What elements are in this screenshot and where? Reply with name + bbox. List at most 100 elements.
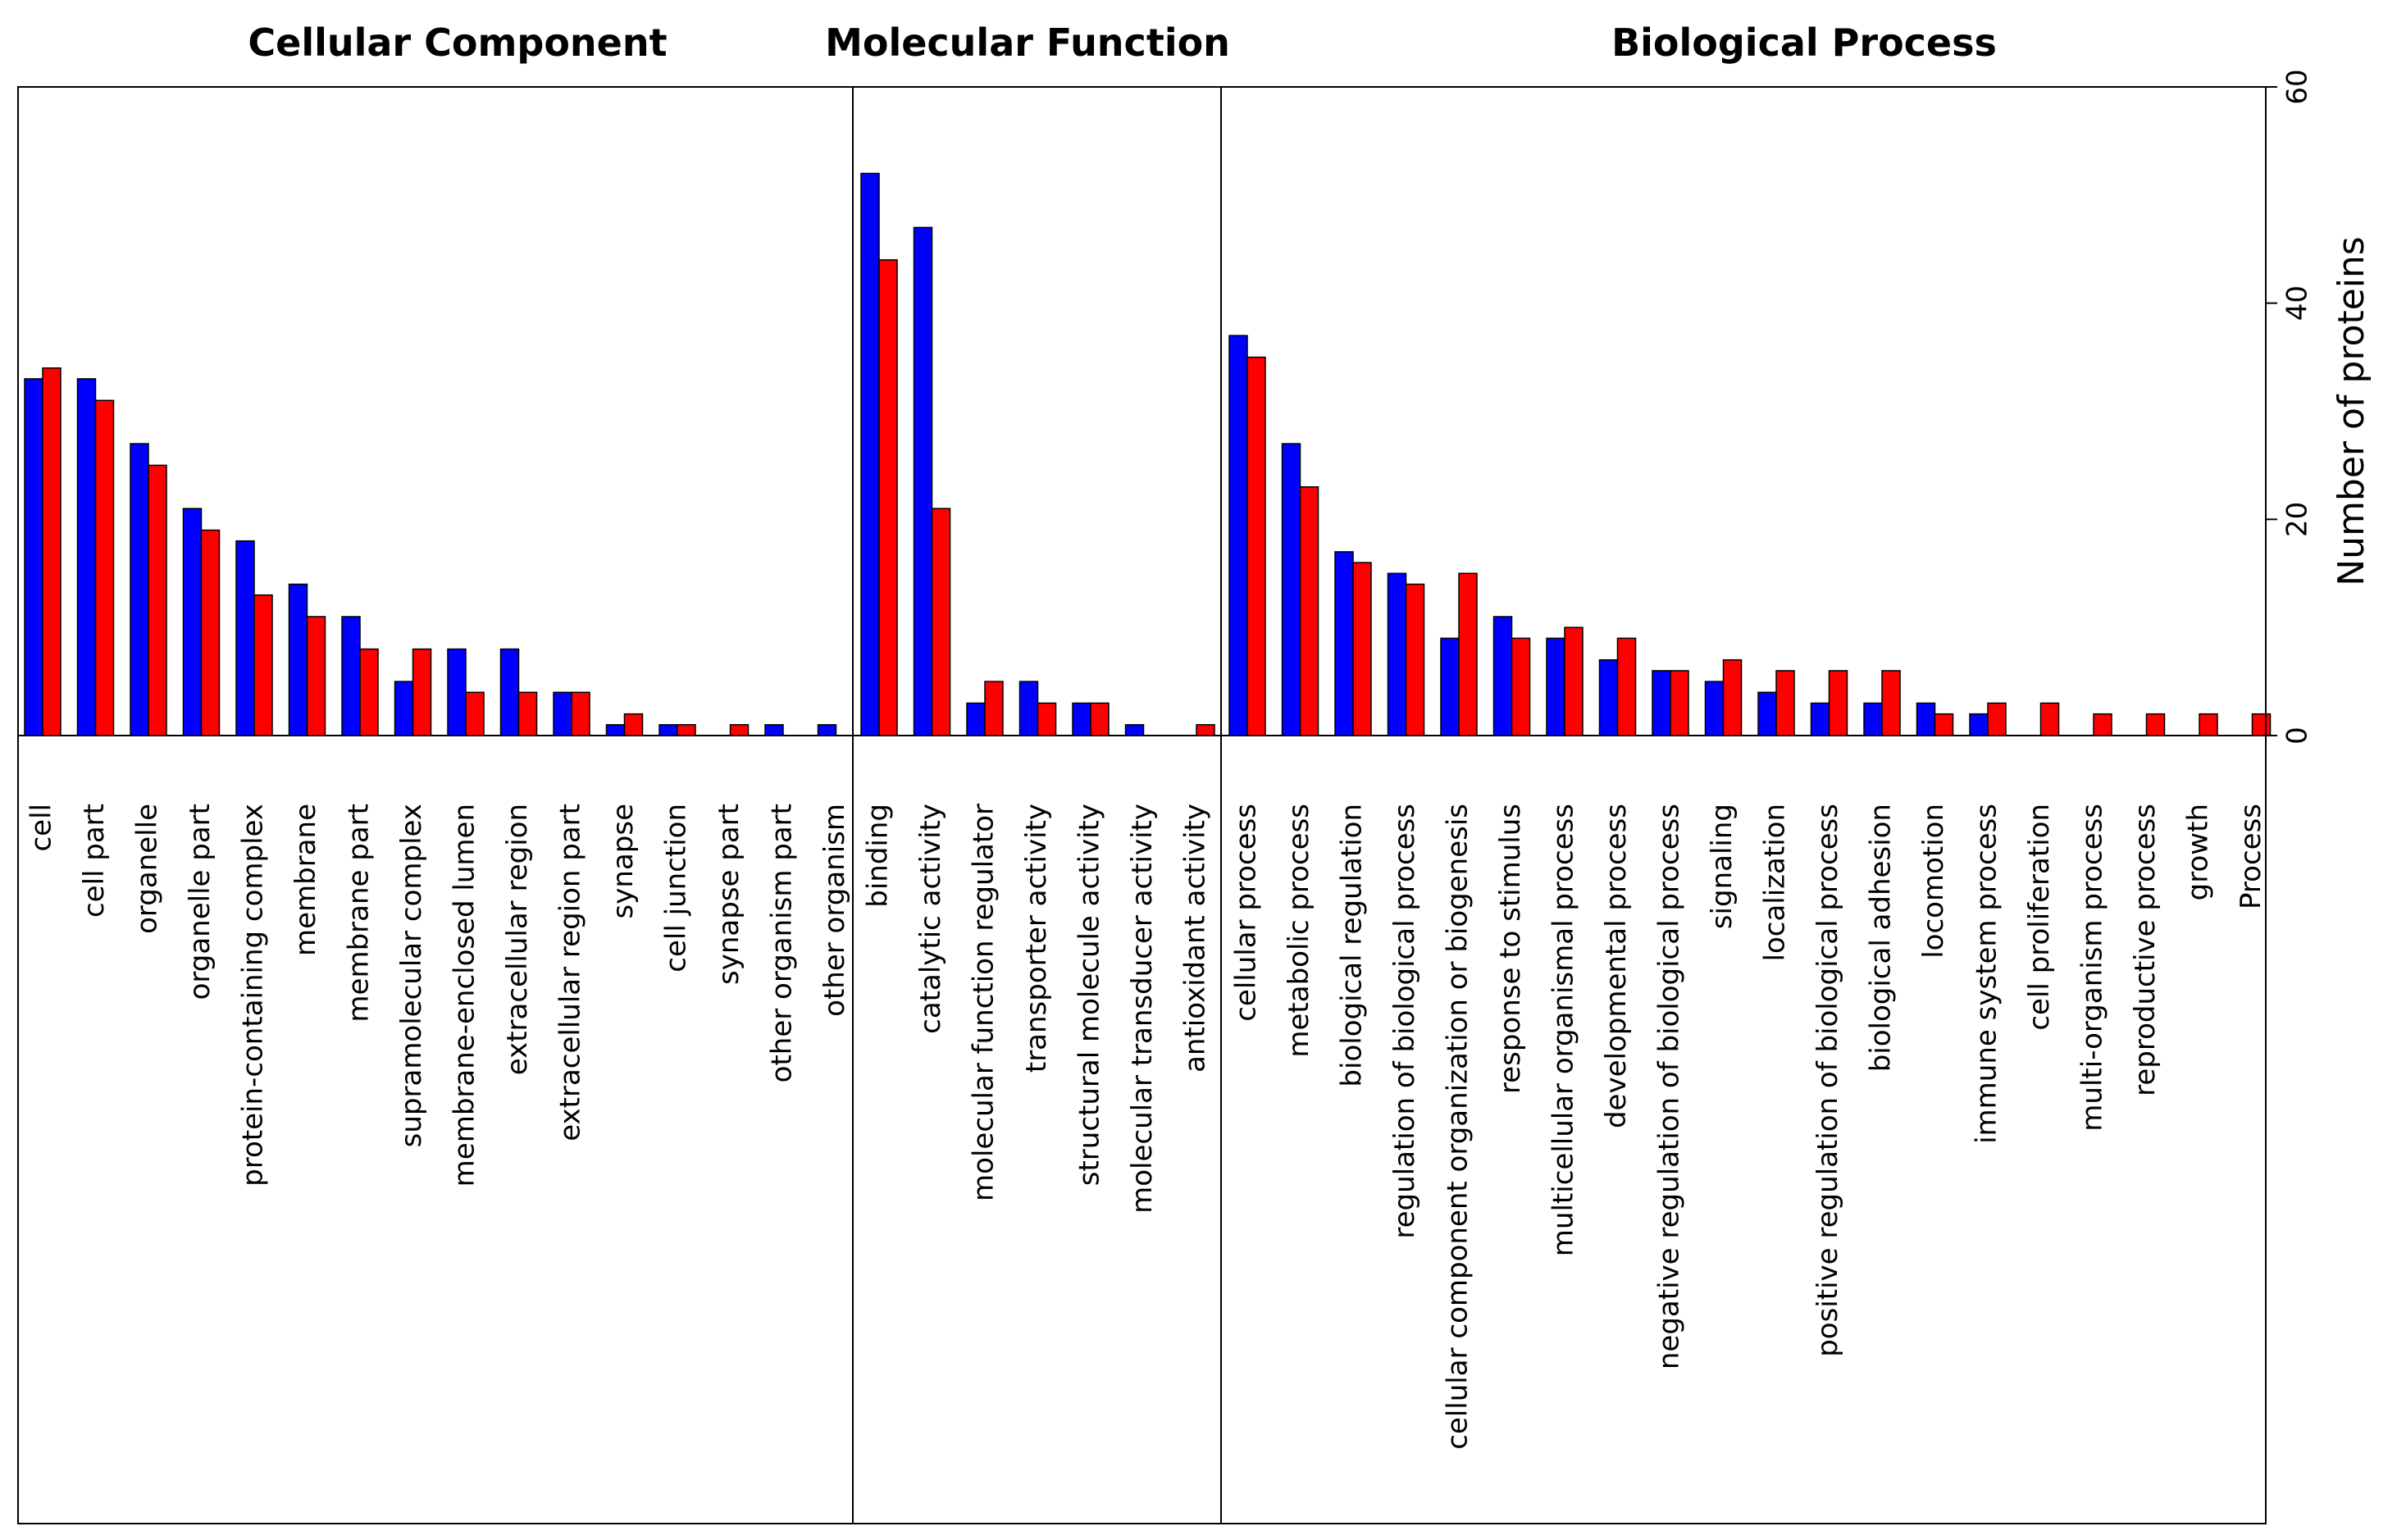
category-label: protein-containing complex [237,804,270,1187]
bar-red [1196,724,1215,736]
bar-red [677,724,696,736]
category-label: transporter activity [1020,804,1053,1073]
category-label: multicellular organismal process [1547,804,1580,1256]
category-label: reproductive process [2129,804,2162,1096]
bar-blue [288,583,308,736]
bar-red [1458,572,1478,736]
category-label: extracellular region part [554,804,587,1141]
bar-blue [1387,572,1407,736]
bar-blue [1598,658,1619,736]
category-label: growth [2182,804,2215,900]
category-label: biological regulation [1336,804,1369,1087]
y-axis: 0 20 40 60 [2265,69,2314,745]
bar-blue [658,724,678,736]
bar-red [1511,637,1531,736]
bar-red [1037,702,1057,736]
bars [24,172,2272,736]
category-label: membrane part [343,804,376,1023]
bar-blue [966,702,986,736]
bar-blue [1704,681,1725,736]
bar-blue [499,648,520,736]
bar-red [623,713,644,736]
y-axis-title: Number of proteins [2331,236,2372,585]
bar-blue [130,443,149,736]
category-label: membrane-enclosed lumen [449,804,481,1187]
bar-blue [1810,702,1830,736]
category-label: other organism [818,804,851,1017]
bar-blue [1916,702,1936,736]
plot-border [17,86,2267,1524]
bar-red [306,616,326,736]
bar-blue [1440,637,1460,736]
category-label: synapse [607,804,640,918]
bar-red [2039,702,2060,736]
bar-red [1299,486,1319,736]
category-label: developmental process [1600,804,1633,1128]
bar-red [1987,702,2007,736]
bar-blue [1652,670,1671,736]
bar-blue [1072,702,1091,736]
category-label: immune system process [1971,804,2003,1144]
bar-red [1616,637,1637,736]
bar-blue [447,648,467,736]
bar-red [412,648,432,736]
bar-blue [1492,616,1513,736]
category-label: Process [2235,804,2267,909]
category-label: membrane [289,804,322,956]
bar-red [94,399,115,736]
bar-blue [1969,713,1989,736]
bar-blue [1863,702,1883,736]
section-title: Cellular Component [248,21,667,65]
bar-red [253,594,273,736]
bar-red [1564,626,1584,736]
category-label: supramolecular complex [395,804,428,1147]
bar-blue [341,616,361,736]
bar-red [1246,356,1266,736]
category-label: other organism part [766,804,799,1082]
bar-blue [553,691,572,736]
category-label: antioxidant activity [1179,804,1212,1073]
bar-red [148,464,167,736]
y-tick-label: 0 [2281,727,2314,745]
bar-blue [1281,443,1301,736]
bar-blue [913,226,933,736]
y-tick-label: 60 [2281,69,2314,104]
category-label: metabolic process [1283,804,1315,1058]
bar-red [2145,713,2166,736]
bar-blue [182,508,203,736]
bar-red [1775,670,1795,736]
bar-red [1090,702,1110,736]
bar-blue [1757,691,1777,736]
category-label: cellular process [1230,804,1263,1022]
category-label: cellular component organization or bioge… [1442,804,1474,1450]
bar-red [878,259,898,736]
bar-blue [24,378,43,736]
category-label: localization [1759,804,1792,961]
category-label: positive regulation of biological proces… [1811,804,1844,1357]
category-label: catalytic activity [914,804,947,1034]
bar-red [2251,713,2272,736]
section-dividers [852,87,1222,1524]
bar-red [359,648,379,736]
category-label: organelle [131,804,164,934]
bar-blue [817,724,837,736]
bar-red [42,367,62,736]
category-label: biological adhesion [1865,804,1898,1072]
category-label: locomotion [1917,804,1950,959]
bar-red [1934,713,1954,736]
category-label: response to stimulus [1494,804,1527,1094]
bar-blue [76,378,97,736]
bar-red [1670,670,1689,736]
category-label: negative regulation of biological proces… [1653,804,1686,1369]
bar-blue [1228,335,1248,736]
bar-red [931,508,951,736]
category-label: molecular function regulator [968,804,1000,1201]
bar-red [2093,713,2112,736]
bar-blue [764,724,784,736]
category-label: molecular transducer activity [1126,804,1159,1214]
category-label: cell [25,804,58,852]
category-label: synapse part [713,804,745,985]
category-label: binding [862,804,895,908]
bar-blue [1124,724,1145,736]
bar-red [1881,670,1901,736]
